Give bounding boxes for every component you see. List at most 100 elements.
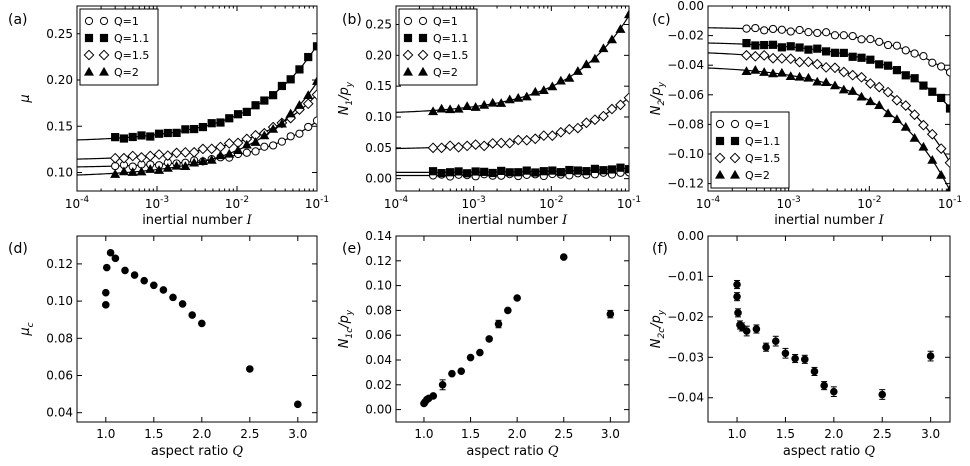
data-point-Q=1.1	[607, 165, 617, 174]
y-tick-label: 0.00	[365, 403, 392, 417]
data-point-Q=2	[891, 114, 902, 124]
data-point-Q=1.1	[945, 104, 950, 113]
plot-area	[102, 248, 302, 409]
legend-marker-Q=1	[730, 119, 740, 129]
data-point-Q=2	[136, 166, 147, 176]
legend: Q=1 Q=1.1 Q=1.5 Q=2	[398, 8, 478, 86]
data-point	[733, 292, 741, 301]
data-point	[106, 248, 115, 257]
x-tick-label: 2.5	[240, 427, 259, 441]
panel-label-f: (f)	[652, 241, 668, 257]
data-point-Q=1.5	[546, 130, 558, 142]
data-point	[294, 400, 302, 409]
data-point	[771, 337, 780, 345]
data-point-Q=1.5	[741, 49, 752, 61]
x-tick-label: 1.5	[144, 427, 163, 441]
data-point-Q=1	[839, 31, 848, 40]
data-point-Q=2	[946, 184, 950, 191]
data-point-Q=1.1	[172, 128, 181, 137]
data-point-Q=1	[892, 41, 902, 50]
data-point-Q=1.5	[811, 58, 823, 70]
x-tick-label: 10-2	[857, 195, 881, 211]
data-point-Q=1.1	[768, 40, 778, 49]
y-tick-label: −0.04	[667, 58, 704, 72]
y-tick-label: 0.06	[365, 328, 392, 342]
data-point-Q=1.5	[529, 133, 541, 145]
y-tick-label: 0.02	[365, 378, 392, 392]
data-point-Q=1.5	[206, 143, 218, 155]
data-point-Q=1.1	[480, 167, 489, 176]
data-point-Q=1	[866, 35, 875, 44]
data-point-Q=1.1	[463, 169, 472, 178]
x-tick-label: 3.0	[601, 427, 620, 441]
x-tick-label: 2.0	[824, 427, 843, 441]
data-point-Q=1.1	[531, 168, 540, 177]
data-point-Q=1.1	[312, 42, 317, 51]
data-point-Q=2	[803, 72, 814, 82]
data-point	[791, 354, 799, 363]
legend: Q=1 Q=1.1 Q=1.5 Q=2	[79, 8, 159, 86]
data-point-Q=1.5	[926, 128, 938, 140]
data-point-Q=2	[829, 80, 840, 90]
data-point-Q=1	[910, 49, 919, 58]
data-point-Q=1.1	[251, 101, 260, 110]
data-point-Q=1.1	[111, 133, 120, 142]
data-point	[738, 323, 746, 331]
data-point-Q=2	[118, 166, 129, 176]
data-point	[559, 253, 568, 261]
data-point-Q=1.5	[118, 152, 130, 164]
y-tick-label: −0.02	[667, 29, 704, 43]
data-point-Q=1.5	[623, 92, 629, 104]
data-point-Q=2	[598, 43, 609, 53]
data-point-Q=2	[110, 169, 121, 178]
data-point	[830, 387, 838, 396]
data-point-Q=1	[269, 141, 278, 150]
data-point-Q=1	[251, 147, 260, 156]
x-axis-label: inertial number I	[458, 213, 568, 228]
legend-label: Q=1	[114, 15, 139, 28]
y-tick-label: 0.05	[365, 141, 392, 155]
y-axis-label: N2/py	[649, 81, 667, 115]
x-tick-label: 3.0	[288, 427, 307, 441]
data-point-Q=1	[742, 24, 751, 33]
x-axis-label: aspect ratio Q	[783, 444, 875, 459]
data-point-Q=1.1	[928, 87, 937, 96]
x-axis-label: aspect ratio Q	[466, 444, 558, 459]
data-point-Q=1.1	[624, 165, 629, 174]
data-point-Q=2	[479, 100, 490, 109]
data-point-Q=1.1	[163, 128, 172, 138]
data-point-Q=1.1	[216, 118, 225, 127]
x-tick-label: 10-1	[305, 195, 329, 211]
data-point-Q=1.1	[295, 65, 304, 74]
legend-marker-Q=1.5	[714, 152, 726, 164]
plot-area	[396, 9, 629, 181]
x-tick-label: 10-4	[384, 195, 409, 211]
data-point-Q=2	[883, 108, 894, 118]
legend-marker-Q=1.5	[402, 49, 414, 61]
data-point-Q=1.5	[495, 137, 507, 149]
data-point-Q=1.5	[589, 114, 601, 126]
data-point	[733, 280, 741, 289]
data-point	[810, 367, 819, 376]
data-point	[752, 325, 761, 333]
data-point-Q=2	[547, 81, 558, 91]
y-tick-label: 0.14	[365, 229, 392, 243]
data-point-Q=1.5	[803, 56, 814, 68]
data-point-Q=1.1	[573, 166, 582, 175]
data-point-Q=2	[759, 67, 770, 76]
data-point-Q=1.1	[910, 74, 919, 83]
x-tick-label: 10-3	[777, 195, 801, 211]
data-point-Q=2	[623, 9, 629, 19]
data-point-Q=1.5	[311, 89, 317, 101]
data-point-Q=1.5	[572, 122, 584, 134]
data-point-Q=1	[777, 25, 786, 34]
data-point-Q=1.1	[883, 61, 893, 70]
data-point-Q=1.1	[242, 107, 251, 116]
data-point-Q=2	[189, 157, 200, 167]
data-point-Q=2	[741, 66, 752, 75]
data-point	[102, 301, 110, 309]
data-point-Q=1.5	[900, 100, 912, 111]
data-point-Q=1.5	[444, 140, 456, 152]
data-point	[485, 335, 494, 343]
data-point-Q=1.1	[830, 48, 840, 57]
